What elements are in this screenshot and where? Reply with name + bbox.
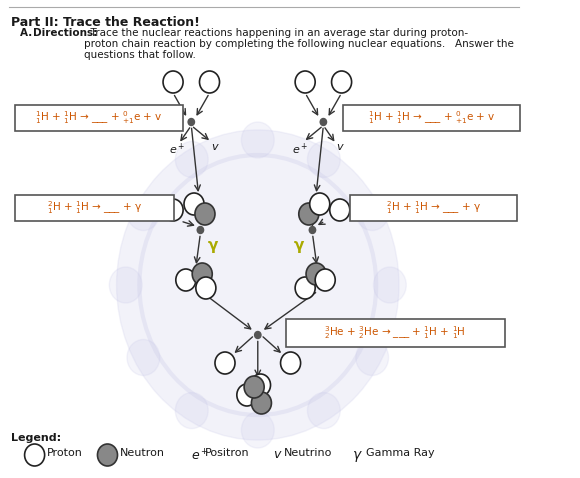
Text: Neutron: Neutron bbox=[120, 448, 165, 458]
Circle shape bbox=[295, 277, 315, 299]
Circle shape bbox=[251, 374, 270, 396]
Circle shape bbox=[237, 384, 257, 406]
Text: Gamma Ray: Gamma Ray bbox=[366, 448, 435, 458]
Text: γ: γ bbox=[294, 238, 304, 253]
Circle shape bbox=[374, 267, 406, 303]
Text: $^{1}_{1}$H + $^{1}_{1}$H → ___ + $^{0}_{+1}$e + v: $^{1}_{1}$H + $^{1}_{1}$H → ___ + $^{0}_… bbox=[35, 109, 163, 126]
Text: v: v bbox=[336, 142, 343, 152]
Circle shape bbox=[251, 392, 271, 414]
Circle shape bbox=[281, 352, 300, 374]
Circle shape bbox=[176, 269, 196, 291]
Text: proton chain reaction by completing the following nuclear equations.   Answer th: proton chain reaction by completing the … bbox=[84, 39, 514, 49]
Circle shape bbox=[200, 71, 219, 93]
FancyBboxPatch shape bbox=[286, 319, 505, 347]
Circle shape bbox=[188, 119, 194, 126]
Circle shape bbox=[127, 195, 160, 230]
Text: Legend:: Legend: bbox=[11, 433, 61, 443]
Text: Trace the nuclear reactions happening in an average star during proton-: Trace the nuclear reactions happening in… bbox=[84, 28, 468, 38]
Text: v: v bbox=[273, 448, 281, 461]
Circle shape bbox=[295, 71, 315, 93]
Circle shape bbox=[127, 339, 160, 376]
Circle shape bbox=[244, 376, 264, 398]
Circle shape bbox=[299, 203, 319, 225]
Text: A.: A. bbox=[20, 28, 39, 38]
Circle shape bbox=[310, 193, 330, 215]
FancyBboxPatch shape bbox=[350, 195, 517, 221]
Text: Positron: Positron bbox=[205, 448, 249, 458]
Circle shape bbox=[163, 71, 183, 93]
Text: γ: γ bbox=[208, 238, 218, 253]
Circle shape bbox=[309, 227, 316, 233]
Circle shape bbox=[163, 199, 183, 221]
Text: e$^+$: e$^+$ bbox=[191, 448, 209, 463]
Text: v: v bbox=[211, 142, 218, 152]
Circle shape bbox=[241, 412, 274, 448]
Circle shape bbox=[356, 339, 389, 376]
Circle shape bbox=[307, 141, 340, 177]
Circle shape bbox=[175, 141, 208, 177]
Text: $^{1}_{1}$H + $^{1}_{1}$H → ___ + $^{0}_{+1}$e + v: $^{1}_{1}$H + $^{1}_{1}$H → ___ + $^{0}_… bbox=[368, 109, 496, 126]
Circle shape bbox=[197, 227, 204, 233]
Circle shape bbox=[241, 122, 274, 158]
Text: e$^+$: e$^+$ bbox=[169, 142, 186, 157]
Circle shape bbox=[24, 444, 45, 466]
Circle shape bbox=[315, 269, 335, 291]
Circle shape bbox=[117, 130, 399, 440]
Text: $^{2}_{1}$H + $^{1}_{1}$H → ___ + γ: $^{2}_{1}$H + $^{1}_{1}$H → ___ + γ bbox=[386, 200, 481, 217]
Circle shape bbox=[192, 263, 212, 285]
Text: Neutrino: Neutrino bbox=[284, 448, 332, 458]
Circle shape bbox=[332, 71, 351, 93]
Circle shape bbox=[175, 392, 208, 429]
Circle shape bbox=[306, 263, 326, 285]
Circle shape bbox=[195, 203, 215, 225]
Text: $^{3}_{2}$He + $^{3}_{2}$He → ___ + $^{1}_{1}$H + $^{1}_{1}$H: $^{3}_{2}$He + $^{3}_{2}$He → ___ + $^{1… bbox=[324, 325, 466, 341]
FancyBboxPatch shape bbox=[16, 105, 183, 131]
Circle shape bbox=[109, 267, 142, 303]
Circle shape bbox=[356, 195, 389, 230]
FancyBboxPatch shape bbox=[16, 195, 174, 221]
Text: e$^+$: e$^+$ bbox=[292, 142, 309, 157]
Circle shape bbox=[97, 444, 118, 466]
Text: γ: γ bbox=[353, 448, 362, 462]
Circle shape bbox=[320, 119, 327, 126]
Circle shape bbox=[255, 332, 261, 338]
Circle shape bbox=[307, 392, 340, 429]
Text: Directions:: Directions: bbox=[33, 28, 97, 38]
Text: Proton: Proton bbox=[48, 448, 84, 458]
Circle shape bbox=[196, 277, 216, 299]
Text: questions that follow.: questions that follow. bbox=[84, 50, 195, 60]
Circle shape bbox=[215, 352, 235, 374]
Circle shape bbox=[330, 199, 350, 221]
FancyBboxPatch shape bbox=[343, 105, 520, 131]
Text: Part II: Trace the Reaction!: Part II: Trace the Reaction! bbox=[11, 16, 200, 29]
Circle shape bbox=[184, 193, 204, 215]
Text: $^{2}_{1}$H + $^{1}_{1}$H → ___ + γ: $^{2}_{1}$H + $^{1}_{1}$H → ___ + γ bbox=[47, 200, 142, 217]
